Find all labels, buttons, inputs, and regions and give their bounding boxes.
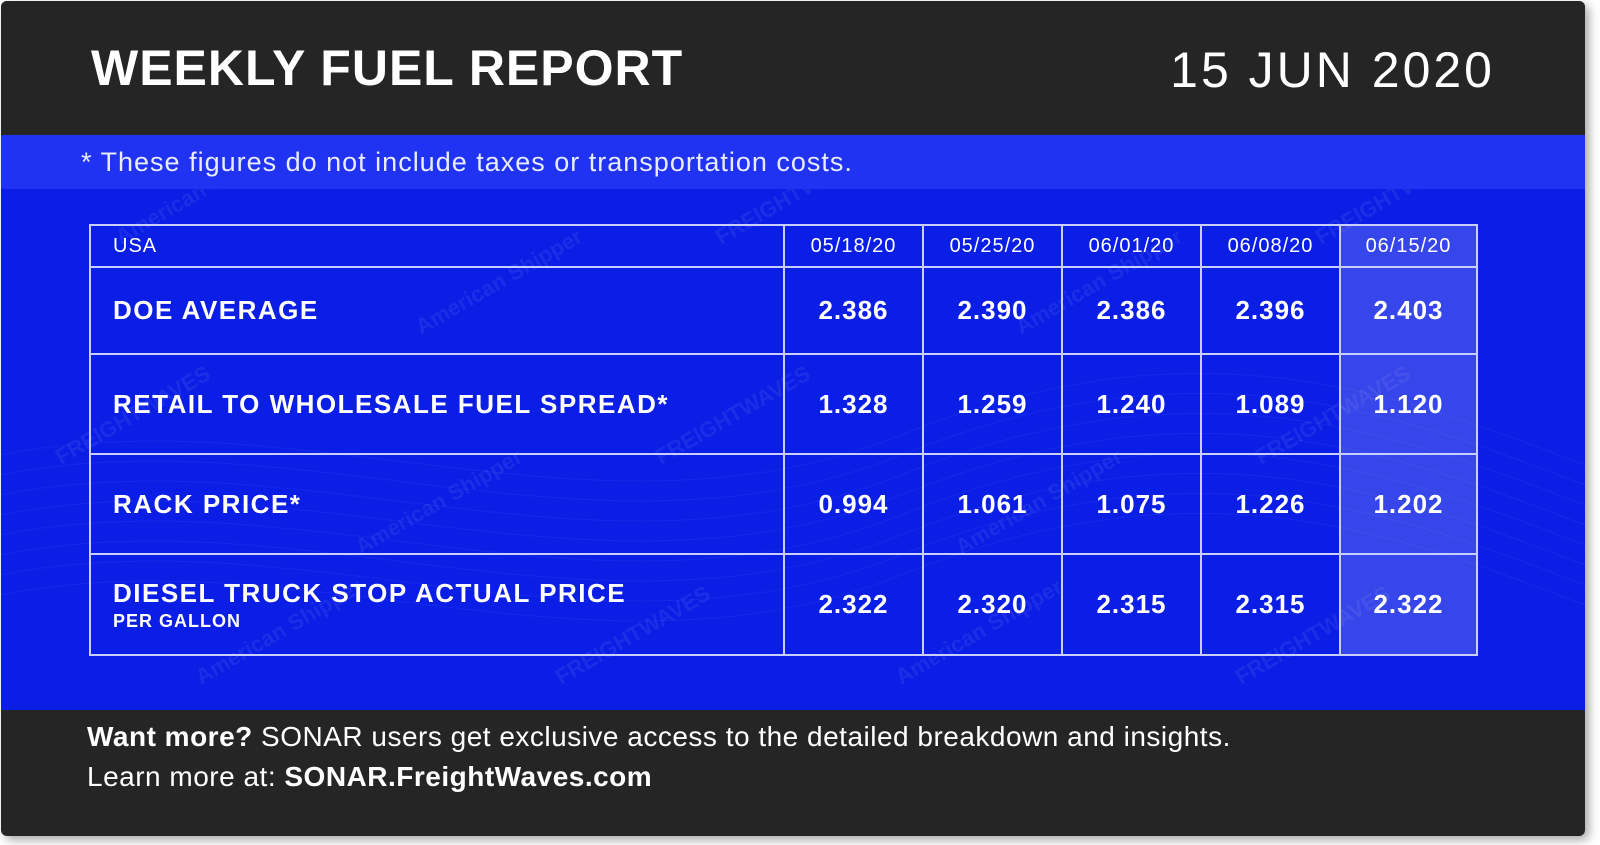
report-date: 15 JUN 2020	[1170, 42, 1495, 98]
fuel-price-table: USA 05/18/20 05/25/20 06/01/20 06/08/20 …	[89, 224, 1478, 656]
current-price-cell: 1.202	[1339, 453, 1478, 555]
row-label-cell: DIESEL TRUCK STOP ACTUAL PRICE PER GALLO…	[89, 553, 785, 656]
report-body: American Shipper American Shipper FREIGH…	[1, 135, 1585, 710]
footer-line-2: Learn more at: SONAR.FreightWaves.com	[87, 757, 1231, 797]
current-price-cell: 2.322	[1339, 553, 1478, 656]
footer-line-1: Want more? SONAR users get exclusive acc…	[87, 717, 1231, 757]
table-header-row: USA 05/18/20 05/25/20 06/01/20 06/08/20 …	[89, 224, 1478, 268]
date-header: 05/25/20	[922, 224, 1063, 268]
row-label: RETAIL TO WHOLESALE FUEL SPREAD*	[89, 353, 785, 455]
price-cell: 2.386	[783, 266, 924, 355]
current-price-cell: 1.120	[1339, 353, 1478, 455]
price-cell: 2.386	[1061, 266, 1202, 355]
report-header: WEEKLY FUEL REPORT 15 JUN 2020	[1, 1, 1585, 135]
price-cell: 2.320	[922, 553, 1063, 656]
disclaimer-band: * These figures do not include taxes or …	[1, 135, 1585, 189]
table-row: DIESEL TRUCK STOP ACTUAL PRICE PER GALLO…	[89, 553, 1478, 656]
price-cell: 1.259	[922, 353, 1063, 455]
row-label: DIESEL TRUCK STOP ACTUAL PRICE	[113, 577, 627, 608]
footer-lead-text: SONAR users get exclusive access to the …	[252, 721, 1231, 752]
footer-lead-bold: Want more?	[87, 721, 253, 752]
region-header: USA	[89, 224, 785, 268]
price-cell: 2.390	[922, 266, 1063, 355]
current-date-header: 06/15/20	[1339, 224, 1478, 268]
price-cell: 2.315	[1061, 553, 1202, 656]
sonar-link[interactable]: SONAR.FreightWaves.com	[284, 761, 653, 792]
table-row: DOE AVERAGE 2.386 2.390 2.386 2.396 2.40…	[89, 266, 1478, 355]
date-header: 06/01/20	[1061, 224, 1202, 268]
price-cell: 2.315	[1200, 553, 1341, 656]
row-sublabel: PER GALLON	[113, 610, 242, 631]
report-title: WEEKLY FUEL REPORT	[91, 40, 684, 96]
price-cell: 1.075	[1061, 453, 1202, 555]
date-header: 05/18/20	[783, 224, 924, 268]
price-cell: 1.226	[1200, 453, 1341, 555]
date-header: 06/08/20	[1200, 224, 1341, 268]
price-cell: 0.994	[783, 453, 924, 555]
price-cell: 1.089	[1200, 353, 1341, 455]
table-row: RACK PRICE* 0.994 1.061 1.075 1.226 1.20…	[89, 453, 1478, 555]
row-label: RACK PRICE*	[89, 453, 785, 555]
disclaimer-text: * These figures do not include taxes or …	[81, 147, 853, 177]
price-cell: 1.328	[783, 353, 924, 455]
footer-learn-text: Learn more at:	[87, 761, 285, 792]
price-cell: 1.240	[1061, 353, 1202, 455]
current-price-cell: 2.403	[1339, 266, 1478, 355]
footer-promo: Want more? SONAR users get exclusive acc…	[87, 717, 1231, 797]
fuel-report-card: WEEKLY FUEL REPORT 15 JUN 2020 American …	[1, 1, 1585, 836]
price-cell: 2.396	[1200, 266, 1341, 355]
price-cell: 1.061	[922, 453, 1063, 555]
row-label: DOE AVERAGE	[89, 266, 785, 355]
table-row: RETAIL TO WHOLESALE FUEL SPREAD* 1.328 1…	[89, 353, 1478, 455]
price-cell: 2.322	[783, 553, 924, 656]
